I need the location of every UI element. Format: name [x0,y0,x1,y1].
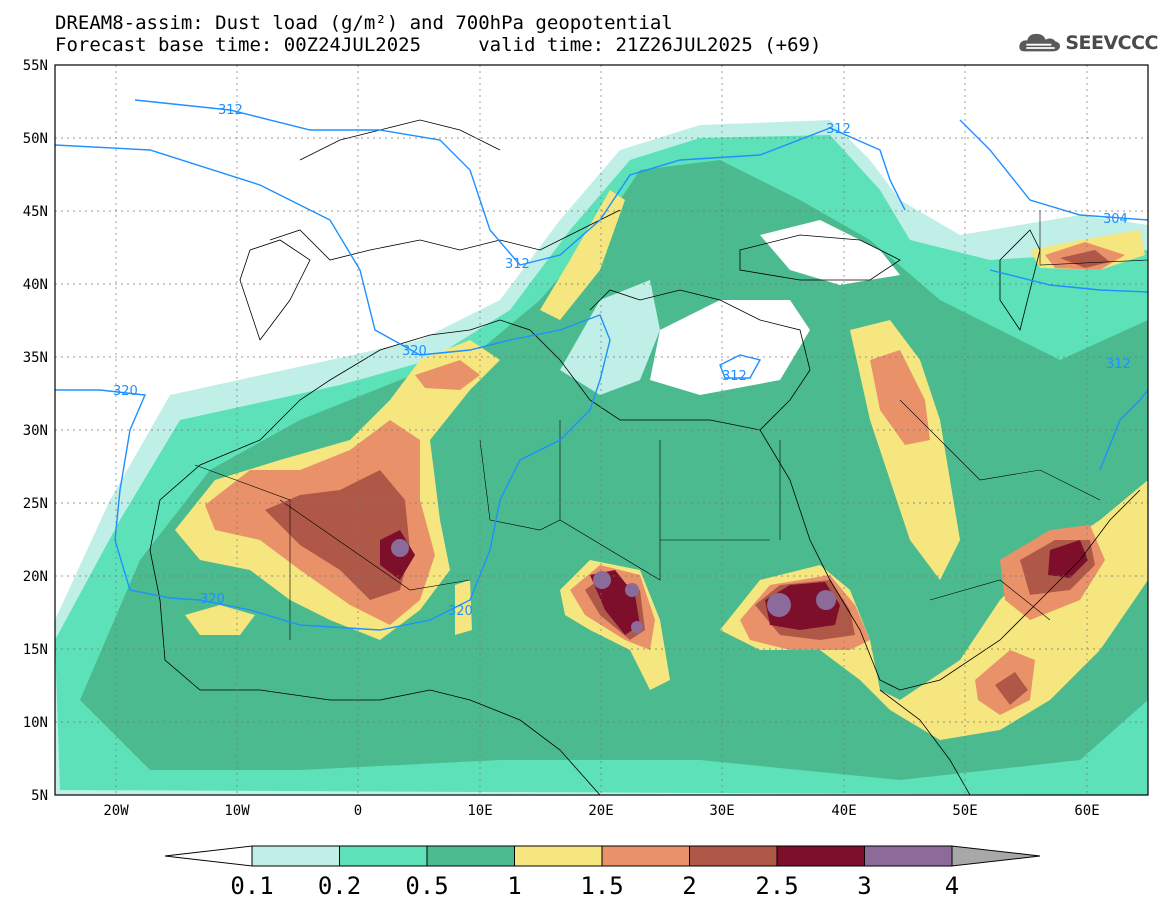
colorbar-label: 1.5 [580,872,623,900]
colorbar-low-arrow [164,845,253,867]
lon-tick-label: 10W [224,803,250,819]
lat-tick-label: 35N [23,350,48,366]
colorbar: 0.1 0.2 0.5 1 1.5 2 2.5 3 4 [164,845,1041,900]
contour-label: 320 [448,604,473,619]
map-title-line2: Forecast base time: 00Z24JUL2025 valid t… [55,34,822,56]
lat-tick-label: 50N [23,131,48,147]
country-borders [194,210,1148,640]
lat-tick-label: 10N [23,715,48,731]
lat-tick-label: 25N [23,496,48,512]
colorbar-cell [514,845,603,867]
lat-tick-label: 30N [23,423,48,439]
contour-label: 320 [402,344,427,359]
colorbar-label: 2.5 [755,872,798,900]
lat-tick-label: 40N [23,277,48,293]
colorbar-label: 0.5 [405,872,448,900]
lon-tick-label: 50E [952,803,977,819]
colorbar-cell [864,845,953,867]
lon-tick-label: 30E [709,803,734,819]
colorbar-labels: 0.1 0.2 0.5 1 1.5 2 2.5 3 4 [230,872,959,900]
lat-tick-label: 45N [23,204,48,220]
longitude-labels: 20W 10W 0 10E 20E 30E 40E 50E 60E [103,803,1099,819]
colorbar-label: 4 [945,872,959,900]
contour-label: 312 [218,103,243,118]
colorbar-label: 2 [682,872,696,900]
colorbar-cell [776,845,865,867]
contour-label: 320 [200,592,225,607]
lat-tick-label: 15N [23,642,48,658]
plot-frame [54,64,1149,796]
colorbar-cell [426,845,515,867]
geopotential-contours [55,99,1148,631]
lat-tick-label: 5N [31,788,48,804]
lon-tick-label: 20E [588,803,613,819]
contour-label: 304 [1103,212,1128,227]
colorbar-cell [601,845,690,867]
logo-text: SEEVCCC [1065,32,1158,54]
seevccc-logo: SEEVCCC [1018,28,1158,58]
contour-label: 312 [722,369,747,384]
gridlines [55,65,1148,795]
lon-tick-label: 0 [354,803,362,819]
lon-tick-label: 10E [467,803,492,819]
colorbar-high-arrow [951,845,1041,867]
contour-label: 312 [1106,357,1131,372]
lon-tick-label: 40E [831,803,856,819]
map-title-line1: DREAM8-assim: Dust load (g/m²) and 700hP… [55,12,673,34]
cloud-icon [1019,33,1061,52]
contour-label: 320 [113,384,138,399]
colorbar-label: 0.2 [318,872,361,900]
lon-tick-label: 20W [103,803,129,819]
colorbar-cell [339,845,428,867]
lat-tick-label: 20N [23,569,48,585]
lon-tick-label: 60E [1074,803,1099,819]
colorbar-cell [689,845,778,867]
colorbar-cells [251,845,953,867]
contour-label: 312 [505,257,530,272]
lat-tick-label: 55N [23,58,48,74]
colorbar-cell [251,845,340,867]
colorbar-label: 3 [857,872,871,900]
latitude-labels: 55N 50N 45N 40N 35N 30N 25N 20N 15N 10N … [23,58,48,804]
colorbar-label: 1 [507,872,521,900]
coastlines [149,119,1141,795]
colorbar-label: 0.1 [230,872,273,900]
contour-label: 312 [826,122,851,137]
geopotential-labels: 312 312 312 320 320 320 320 312 304 312 [113,103,1131,619]
